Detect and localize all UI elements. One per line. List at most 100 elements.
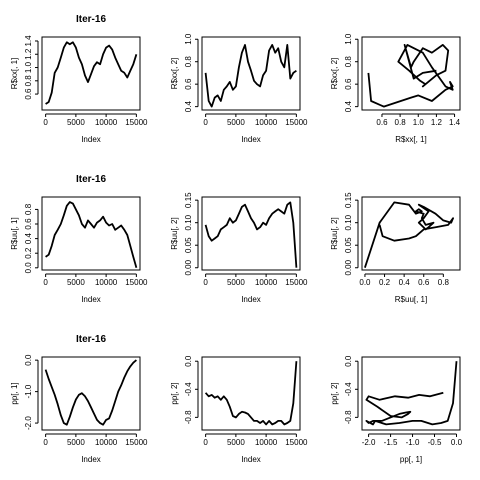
y-tick-label: 0.4 xyxy=(24,233,33,245)
x-tick-label: 15000 xyxy=(285,118,308,127)
y-tick-label: 0.8 xyxy=(344,56,353,68)
y-tick-label: 1.0 xyxy=(24,61,33,73)
y-tick-label: 0.6 xyxy=(184,78,193,90)
x-tick-label: -2.0 xyxy=(362,438,376,447)
y-axis-label: R$xx[, 2] xyxy=(170,58,179,90)
series-line xyxy=(366,361,456,424)
x-tick-label: -1.5 xyxy=(384,438,398,447)
y-tick-label: 0.10 xyxy=(344,214,353,230)
y-tick-label: -0.4 xyxy=(344,382,353,396)
y-tick-label: 1.0 xyxy=(184,33,193,45)
x-tick-label: -1.0 xyxy=(406,438,420,447)
y-tick-label: -2.0 xyxy=(24,416,33,430)
x-axis-label: Index xyxy=(241,135,261,144)
x-axis-label: Index xyxy=(241,295,261,304)
x-tick-label: 1.4 xyxy=(449,118,461,127)
x-axis-label: pp[, 1] xyxy=(400,455,422,464)
panel-5: 0 5000 10000 15000 0.00 0.05 0.10 0.15 Index R$uu… xyxy=(170,192,308,304)
x-tick-label: 0.6 xyxy=(418,278,430,287)
x-tick-label: -0.5 xyxy=(428,438,442,447)
plot-frame xyxy=(42,357,140,430)
y-tick-label: 0.15 xyxy=(344,192,353,208)
y-tick-label: 0.05 xyxy=(184,237,193,253)
x-tick-label: 0 xyxy=(43,118,48,127)
panel-4: 0 5000 10000 15000 0.0 0.2 0.4 0.6 0.8 Index R$uu[… xyxy=(10,174,148,304)
series-line xyxy=(365,202,453,267)
series-line xyxy=(46,202,137,268)
y-tick-label: 0.2 xyxy=(24,247,33,259)
x-tick-label: 0.2 xyxy=(379,278,391,287)
y-tick-label: 0.05 xyxy=(344,237,353,253)
x-tick-label: 10000 xyxy=(255,278,278,287)
y-tick-label: 0.4 xyxy=(344,101,353,113)
x-axis-label: R$uu[, 1] xyxy=(395,295,427,304)
series-line xyxy=(206,202,297,267)
x-tick-label: 5000 xyxy=(227,278,245,287)
y-tick-label: 1.2 xyxy=(24,48,33,60)
x-tick-label: 10000 xyxy=(95,438,118,447)
y-tick-label: -0.8 xyxy=(344,410,353,424)
x-tick-label: 0 xyxy=(43,438,48,447)
x-tick-label: 5000 xyxy=(67,438,85,447)
x-tick-label: 5000 xyxy=(227,438,245,447)
y-tick-label: 0.8 xyxy=(184,56,193,68)
y-tick-label: 0.0 xyxy=(184,355,193,367)
plot-frame xyxy=(362,357,460,430)
panel-6: 0.0 0.2 0.4 0.6 0.8 0.00 0.05 0.10 0.15 R$uu[, 1]… xyxy=(330,192,460,304)
x-axis-label: Index xyxy=(81,295,101,304)
panel-9: -2.0 -1.5 -1.0 -0.5 0.0-0.8-0.40.0pp[, 1]pp[… xyxy=(330,355,463,464)
panel-title: Iter-16 xyxy=(76,174,106,185)
x-tick-label: 5000 xyxy=(67,278,85,287)
y-axis-label: pp[, 2] xyxy=(330,382,339,404)
x-tick-label: 15000 xyxy=(125,438,148,447)
y-tick-label: 0.15 xyxy=(184,192,193,208)
series-line xyxy=(206,45,297,107)
y-axis-label: R$uu[, 2] xyxy=(170,217,179,249)
y-tick-label: 0.6 xyxy=(24,88,33,100)
series-line xyxy=(206,361,297,424)
series-line xyxy=(368,45,452,107)
y-tick-label: 1.4 xyxy=(24,35,33,47)
y-tick-label: 0.8 xyxy=(24,203,33,215)
x-tick-label: 0 xyxy=(43,278,48,287)
x-tick-label: 1.2 xyxy=(431,118,443,127)
x-tick-label: 5000 xyxy=(67,118,85,127)
x-tick-label: 15000 xyxy=(125,118,148,127)
panel-1: 0 5000 10000 150000.60.81.01.21.4IndexR$xx[… xyxy=(10,14,148,144)
x-tick-label: 0.8 xyxy=(438,278,450,287)
x-tick-label: 0.6 xyxy=(376,118,388,127)
y-tick-label: 1.0 xyxy=(344,33,353,45)
y-tick-label: 0.0 xyxy=(344,355,353,367)
y-tick-label: 0.00 xyxy=(184,259,193,275)
y-tick-label: 0.6 xyxy=(24,218,33,230)
x-tick-label: 10000 xyxy=(95,118,118,127)
x-tick-label: 15000 xyxy=(125,278,148,287)
plot-frame xyxy=(42,197,140,270)
x-tick-label: 10000 xyxy=(95,278,118,287)
panel-3: 0.6 0.8 1.0 1.2 1.40.40.60.81.0R$xx[, 1]R$xx… xyxy=(330,33,461,144)
y-tick-label: 0.0 xyxy=(24,262,33,274)
x-tick-label: 0 xyxy=(203,118,208,127)
x-tick-label: 0 xyxy=(203,438,208,447)
series-line xyxy=(46,360,137,425)
x-axis-label: Index xyxy=(241,455,261,464)
y-tick-label: 0.6 xyxy=(344,78,353,90)
y-tick-label: 0.4 xyxy=(184,101,193,113)
x-tick-label: 15000 xyxy=(285,278,308,287)
x-tick-label: 0.4 xyxy=(399,278,411,287)
plot-frame xyxy=(202,357,300,430)
x-tick-label: 0 xyxy=(203,278,208,287)
y-tick-label: -0.8 xyxy=(184,410,193,424)
y-axis-label: R$uu[, 2] xyxy=(330,217,339,249)
x-tick-label: 5000 xyxy=(227,118,245,127)
y-axis-label: R$uu[, 1] xyxy=(10,217,19,249)
y-axis-label: R$xx[, 2] xyxy=(330,58,339,90)
x-tick-label: 10000 xyxy=(255,118,278,127)
y-axis-label: pp[, 2] xyxy=(170,382,179,404)
y-axis-label: pp[, 1] xyxy=(10,382,19,404)
panel-2: 0 5000 10000 15000 0.4 0.6 0.8 1.0 Index R$xx[, 2… xyxy=(170,33,308,144)
panel-8: 0 5000 10000 15000-0.8-0.40.0Indexpp[, 2] xyxy=(170,355,308,464)
y-axis-label: R$xx[, 1] xyxy=(10,58,19,90)
x-axis-label: Index xyxy=(81,135,101,144)
